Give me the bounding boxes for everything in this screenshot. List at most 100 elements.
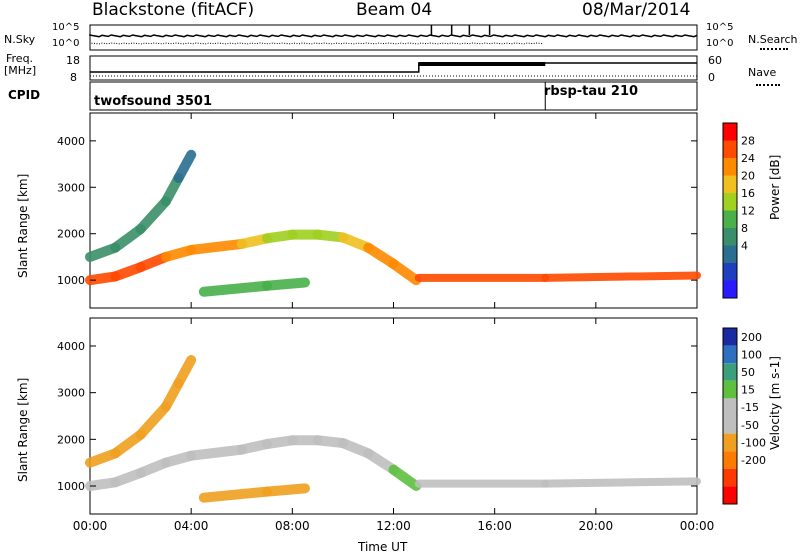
power-band-lower2 (541, 271, 701, 282)
nsearch-legend-line (760, 48, 788, 50)
nsky-tick-low: 10^0 (52, 38, 80, 49)
nave-block (418, 62, 546, 66)
power-band-upper (135, 196, 171, 235)
velocity-ytick-label: 4000 (57, 340, 85, 353)
velocity-colorbar-tick: -100 (741, 436, 766, 449)
velocity-band-main (388, 464, 422, 491)
freq-tick-low: 8 (70, 71, 77, 84)
velocity-colorbar-frame (722, 327, 738, 505)
nsky-label: N.Sky (4, 33, 36, 46)
velocity-colorbar-cell (723, 328, 737, 346)
velocity-colorbar-tick: 200 (741, 331, 762, 344)
freq-line (90, 62, 697, 73)
power-colorbar-tick: 28 (741, 135, 755, 148)
velocity-colorbar-tick: 100 (741, 348, 762, 361)
nsearch-line (89, 42, 543, 45)
power-band-main (363, 242, 399, 269)
power-colorbar-tick: 12 (741, 205, 755, 218)
freq-tick-high: 18 (66, 54, 80, 67)
nsearch-label: N.Search (748, 33, 798, 46)
beam-title: Beam 04 (356, 0, 433, 20)
nave-tick-low: 0 (708, 71, 715, 84)
power-colorbar-cell (723, 245, 737, 263)
nsearch-tick-low: 10^0 (706, 38, 734, 49)
velocity-colorbar-cell (723, 486, 737, 504)
power-colorbar-frame (722, 122, 738, 299)
velocity-ytick-label: 2000 (57, 433, 85, 446)
nave-legend-line (756, 84, 780, 86)
freq-unit-label: [MHz] (4, 64, 37, 77)
velocity-band-main (363, 448, 399, 475)
power-band-upper (110, 224, 146, 253)
velocity-band-patch (198, 486, 273, 503)
velocity-colorbar-cell (723, 345, 737, 364)
power-colorbar-tick: 8 (741, 222, 748, 235)
velocity-colorbar-cell (723, 468, 737, 487)
velocity-ytick-label: 3000 (57, 387, 85, 400)
x-tick-label: 00:00 (680, 519, 715, 533)
nave-tick-high: 60 (708, 54, 722, 67)
power-colorbar-cell (723, 280, 737, 298)
power-ytick-label: 3000 (57, 181, 85, 194)
freq-panel-frame (89, 55, 698, 81)
velocity-band-lower2 (541, 477, 701, 488)
x-tick-label: 08:00 (275, 519, 310, 533)
velocity-colorbar-tick: 15 (741, 384, 755, 397)
noise-panel-frame (89, 24, 698, 51)
power-colorbar-cell (723, 210, 737, 228)
velocity-colorbar-cell (723, 380, 737, 399)
power-ytick-label: 2000 (57, 228, 85, 241)
velocity-colorbar-tick: -15 (741, 401, 759, 414)
velocity-colorbar-cell (723, 363, 737, 381)
nave-label: Nave (748, 66, 777, 79)
velocity-colorbar-cell (723, 433, 737, 452)
power-colorbar-tick: 16 (741, 187, 755, 200)
power-band-patch (198, 280, 273, 297)
power-colorbar-cell (723, 123, 737, 141)
cpid-panel-frame (89, 81, 698, 111)
power-colorbar-cell (723, 228, 737, 246)
velocity-ytick-label: 1000 (57, 480, 85, 493)
power-band-upper (173, 149, 197, 183)
station-title: Blackstone (fitACF) (92, 0, 255, 20)
x-tick-label: 04:00 (174, 519, 209, 533)
velocity-band-upper (135, 401, 171, 440)
cpid-program-1: twofsound 3501 (94, 94, 213, 109)
x-axis-label: Time UT (358, 540, 408, 554)
x-tick-label: 12:00 (376, 519, 411, 533)
power-band-main (388, 258, 422, 286)
x-tick-label: 20:00 (579, 519, 614, 533)
power-colorbar-cell (723, 175, 737, 193)
x-tick-label: 00:00 (73, 519, 108, 533)
cpid-label: CPID (8, 88, 41, 102)
power-colorbar-cell (723, 263, 737, 281)
power-ytick-label: 1000 (57, 274, 85, 287)
nsearch-tick-high: 10^5 (706, 22, 734, 33)
nsky-tick-high: 10^5 (52, 22, 80, 33)
date-title: 08/Mar/2014 (582, 0, 691, 20)
velocity-colorbar-cell (723, 398, 737, 416)
power-band-main (186, 238, 247, 255)
power-colorbar-cell (723, 158, 737, 176)
power-colorbar-tick: 4 (741, 240, 748, 253)
power-colorbar-tick: 20 (741, 170, 755, 183)
power-colorbar-cell (723, 193, 737, 211)
power-colorbar-tick: 24 (741, 152, 755, 165)
freq-label: Freq. (6, 52, 34, 65)
velocity-band-upper (173, 355, 197, 389)
x-tick-label: 16:00 (477, 519, 512, 533)
power-band-patch (262, 277, 310, 291)
velocity-colorbar-cell (723, 451, 737, 469)
velocity-colorbar-tick: -200 (741, 454, 766, 467)
nsky-line (89, 34, 698, 38)
velocity-colorbar-tick: 50 (741, 366, 755, 379)
power-colorbar-cell (723, 140, 737, 158)
velocity-band-upper (110, 429, 146, 459)
velocity-colorbar-cell (723, 416, 737, 434)
cpid-program-2: rbsp-tau 210 (544, 84, 639, 99)
velocity-band-patch (262, 483, 310, 497)
velocity-colorbar-tick: -50 (741, 419, 759, 432)
power-ytick-label: 4000 (57, 135, 85, 148)
velocity-band-main (186, 444, 247, 461)
